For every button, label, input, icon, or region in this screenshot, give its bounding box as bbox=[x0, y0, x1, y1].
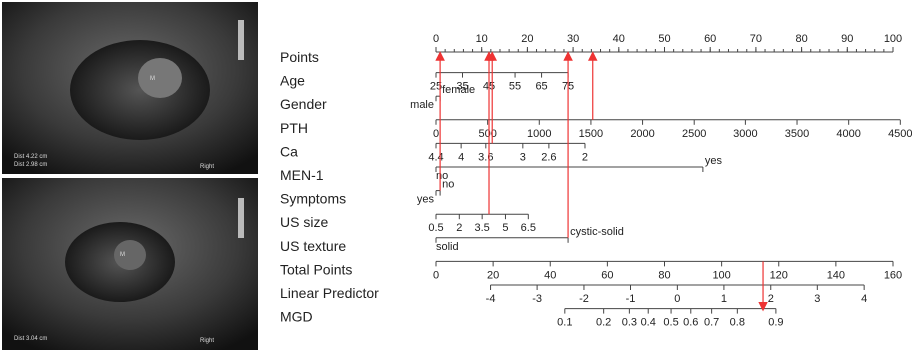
tick-label: 0.3 bbox=[622, 317, 637, 329]
ultrasound-label: Dist 2.98 cm bbox=[14, 162, 47, 168]
tick-label: 120 bbox=[770, 269, 788, 281]
row-label: Age bbox=[280, 73, 305, 89]
row-label: US texture bbox=[280, 238, 346, 254]
tick-label: 0.6 bbox=[683, 317, 698, 329]
tick-label: 90 bbox=[841, 33, 853, 45]
row-label: Symptoms bbox=[280, 191, 346, 207]
tick-label: 0.4 bbox=[641, 317, 656, 329]
tick-label: 1 bbox=[721, 293, 727, 305]
tick-label: 3.6 bbox=[478, 151, 493, 163]
tick-label: 4.4 bbox=[428, 151, 443, 163]
tick-label: -4 bbox=[486, 293, 496, 305]
tick-label: female bbox=[442, 84, 475, 96]
tick-label: 0.7 bbox=[704, 317, 719, 329]
tick-label: 80 bbox=[658, 269, 670, 281]
figure: M Dist 4.22 cm Dist 2.98 cm Right M Dist 3.0… bbox=[0, 0, 912, 352]
tick-label: 0.1 bbox=[557, 317, 572, 329]
ultrasound-label: Dist 4.22 cm bbox=[14, 154, 47, 160]
tick-label: 3000 bbox=[733, 128, 757, 140]
page: M Dist 4.22 cm Dist 2.98 cm Right M Dist 3.0… bbox=[0, 0, 912, 357]
tick-label: 20 bbox=[521, 33, 533, 45]
tick-label: 140 bbox=[827, 269, 845, 281]
tick-label: no bbox=[442, 179, 454, 191]
tick-label: 4000 bbox=[836, 128, 860, 140]
tick-label: 2 bbox=[768, 293, 774, 305]
tick-label: 4 bbox=[458, 151, 464, 163]
tick-label: 4500 bbox=[888, 128, 912, 140]
tick-label: 50 bbox=[658, 33, 670, 45]
tick-label: -1 bbox=[626, 293, 636, 305]
tick-label: 0 bbox=[433, 33, 439, 45]
tick-label: 6.5 bbox=[521, 222, 536, 234]
ultrasound-label: Right bbox=[200, 164, 214, 170]
tick-label: 100 bbox=[712, 269, 730, 281]
ultrasound-label: Right bbox=[200, 338, 214, 344]
tick-label: 1000 bbox=[527, 128, 551, 140]
tick-label: 80 bbox=[795, 33, 807, 45]
tick-label: 2 bbox=[582, 151, 588, 163]
tick-label: solid bbox=[436, 241, 459, 253]
row-label: Gender bbox=[280, 96, 327, 112]
tick-label: 4 bbox=[861, 293, 867, 305]
row-label: PTH bbox=[280, 120, 308, 136]
tick-label: 160 bbox=[884, 269, 902, 281]
row-label: US size bbox=[280, 214, 328, 230]
tick-label: 3 bbox=[520, 151, 526, 163]
ultrasound-1: M Dist 4.22 cm Dist 2.98 cm Right bbox=[2, 2, 258, 174]
tick-label: 10 bbox=[476, 33, 488, 45]
tick-label: 55 bbox=[509, 81, 521, 93]
tick-label: 3.5 bbox=[475, 222, 490, 234]
row-label: Points bbox=[280, 49, 319, 65]
tick-label: 60 bbox=[704, 33, 716, 45]
tick-label: cystic-solid bbox=[570, 226, 624, 238]
row-label: MGD bbox=[280, 309, 313, 325]
ultrasound-label: Dist 3.04 cm bbox=[14, 336, 47, 342]
tick-label: yes bbox=[705, 155, 723, 167]
row-label: Total Points bbox=[280, 261, 352, 277]
tick-label: 30 bbox=[567, 33, 579, 45]
ultrasound-label: M bbox=[120, 252, 125, 258]
tick-label: 0.9 bbox=[768, 317, 783, 329]
tick-label: 500 bbox=[478, 128, 496, 140]
tick-label: 2500 bbox=[682, 128, 706, 140]
row-label: MEN-1 bbox=[280, 167, 324, 183]
tick-label: male bbox=[410, 99, 434, 111]
tick-label: 0.5 bbox=[428, 222, 443, 234]
tick-label: 70 bbox=[750, 33, 762, 45]
row-label: Linear Predictor bbox=[280, 285, 379, 301]
tick-label: -3 bbox=[532, 293, 542, 305]
tick-label: 1500 bbox=[579, 128, 603, 140]
row-label: Ca bbox=[280, 143, 298, 159]
tick-label: 0 bbox=[674, 293, 680, 305]
tick-label: yes bbox=[417, 194, 435, 206]
tick-label: 60 bbox=[601, 269, 613, 281]
tick-label: 0 bbox=[433, 128, 439, 140]
tick-label: 40 bbox=[613, 33, 625, 45]
ultrasound-label: M bbox=[150, 76, 155, 82]
tick-label: 40 bbox=[544, 269, 556, 281]
tick-label: 100 bbox=[884, 33, 902, 45]
tick-label: 65 bbox=[535, 81, 547, 93]
tick-label: 20 bbox=[487, 269, 499, 281]
tick-label: 0.8 bbox=[730, 317, 745, 329]
ultrasound-2: M Dist 3.04 cm Right bbox=[2, 178, 258, 350]
tick-label: 2.6 bbox=[541, 151, 556, 163]
tick-label: 3500 bbox=[785, 128, 809, 140]
tick-label: 3 bbox=[814, 293, 820, 305]
tick-label: 5 bbox=[502, 222, 508, 234]
tick-label: -2 bbox=[579, 293, 589, 305]
tick-label: 0.5 bbox=[663, 317, 678, 329]
tick-label: 2 bbox=[456, 222, 462, 234]
tick-label: 2000 bbox=[630, 128, 654, 140]
tick-label: 0 bbox=[433, 269, 439, 281]
tick-label: 0.2 bbox=[596, 317, 611, 329]
